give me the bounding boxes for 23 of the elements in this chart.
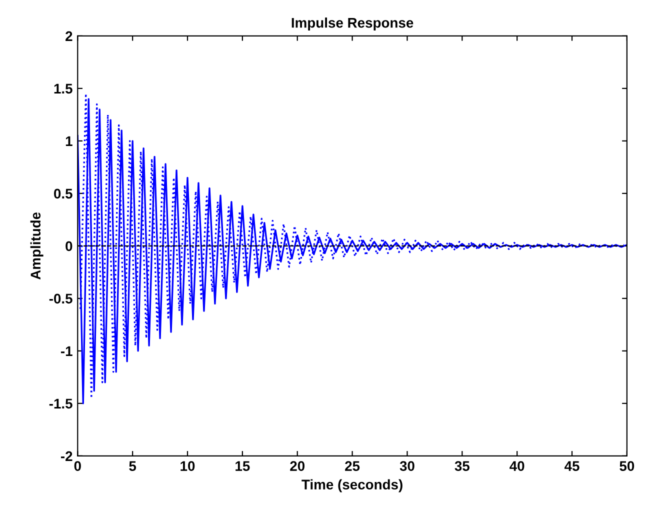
y-tick-label: -0.5 <box>49 294 72 304</box>
chart-title: Impulse Response <box>292 18 414 30</box>
x-tick-label: 50 <box>620 461 634 471</box>
x-tick-label: 45 <box>564 461 580 471</box>
x-tick-label: 30 <box>400 461 414 471</box>
y-tick-label: 1 <box>66 136 72 146</box>
x-tick-label: 10 <box>180 461 195 471</box>
x-tick-label: 40 <box>510 461 524 471</box>
x-axis-title: Time (seconds) <box>302 479 402 492</box>
x-tick-label: 25 <box>345 461 360 471</box>
x-tick-label: 15 <box>236 461 250 471</box>
x-tick-label: 0 <box>74 461 81 471</box>
y-tick-label: 0.5 <box>54 188 72 199</box>
y-axis-title: Amplitude <box>30 212 44 280</box>
y-tick-label: -2 <box>60 451 72 461</box>
x-tick-label: 20 <box>290 461 305 471</box>
y-tick-label: -1 <box>60 346 72 356</box>
y-tick-label: -1.5 <box>49 398 72 409</box>
x-tick-label: 5 <box>129 461 136 471</box>
x-tick-label: 35 <box>454 461 470 471</box>
y-tick-label: 1.5 <box>54 84 72 94</box>
y-tick-label: 2 <box>66 31 72 41</box>
y-tick-label: 0 <box>66 241 72 252</box>
